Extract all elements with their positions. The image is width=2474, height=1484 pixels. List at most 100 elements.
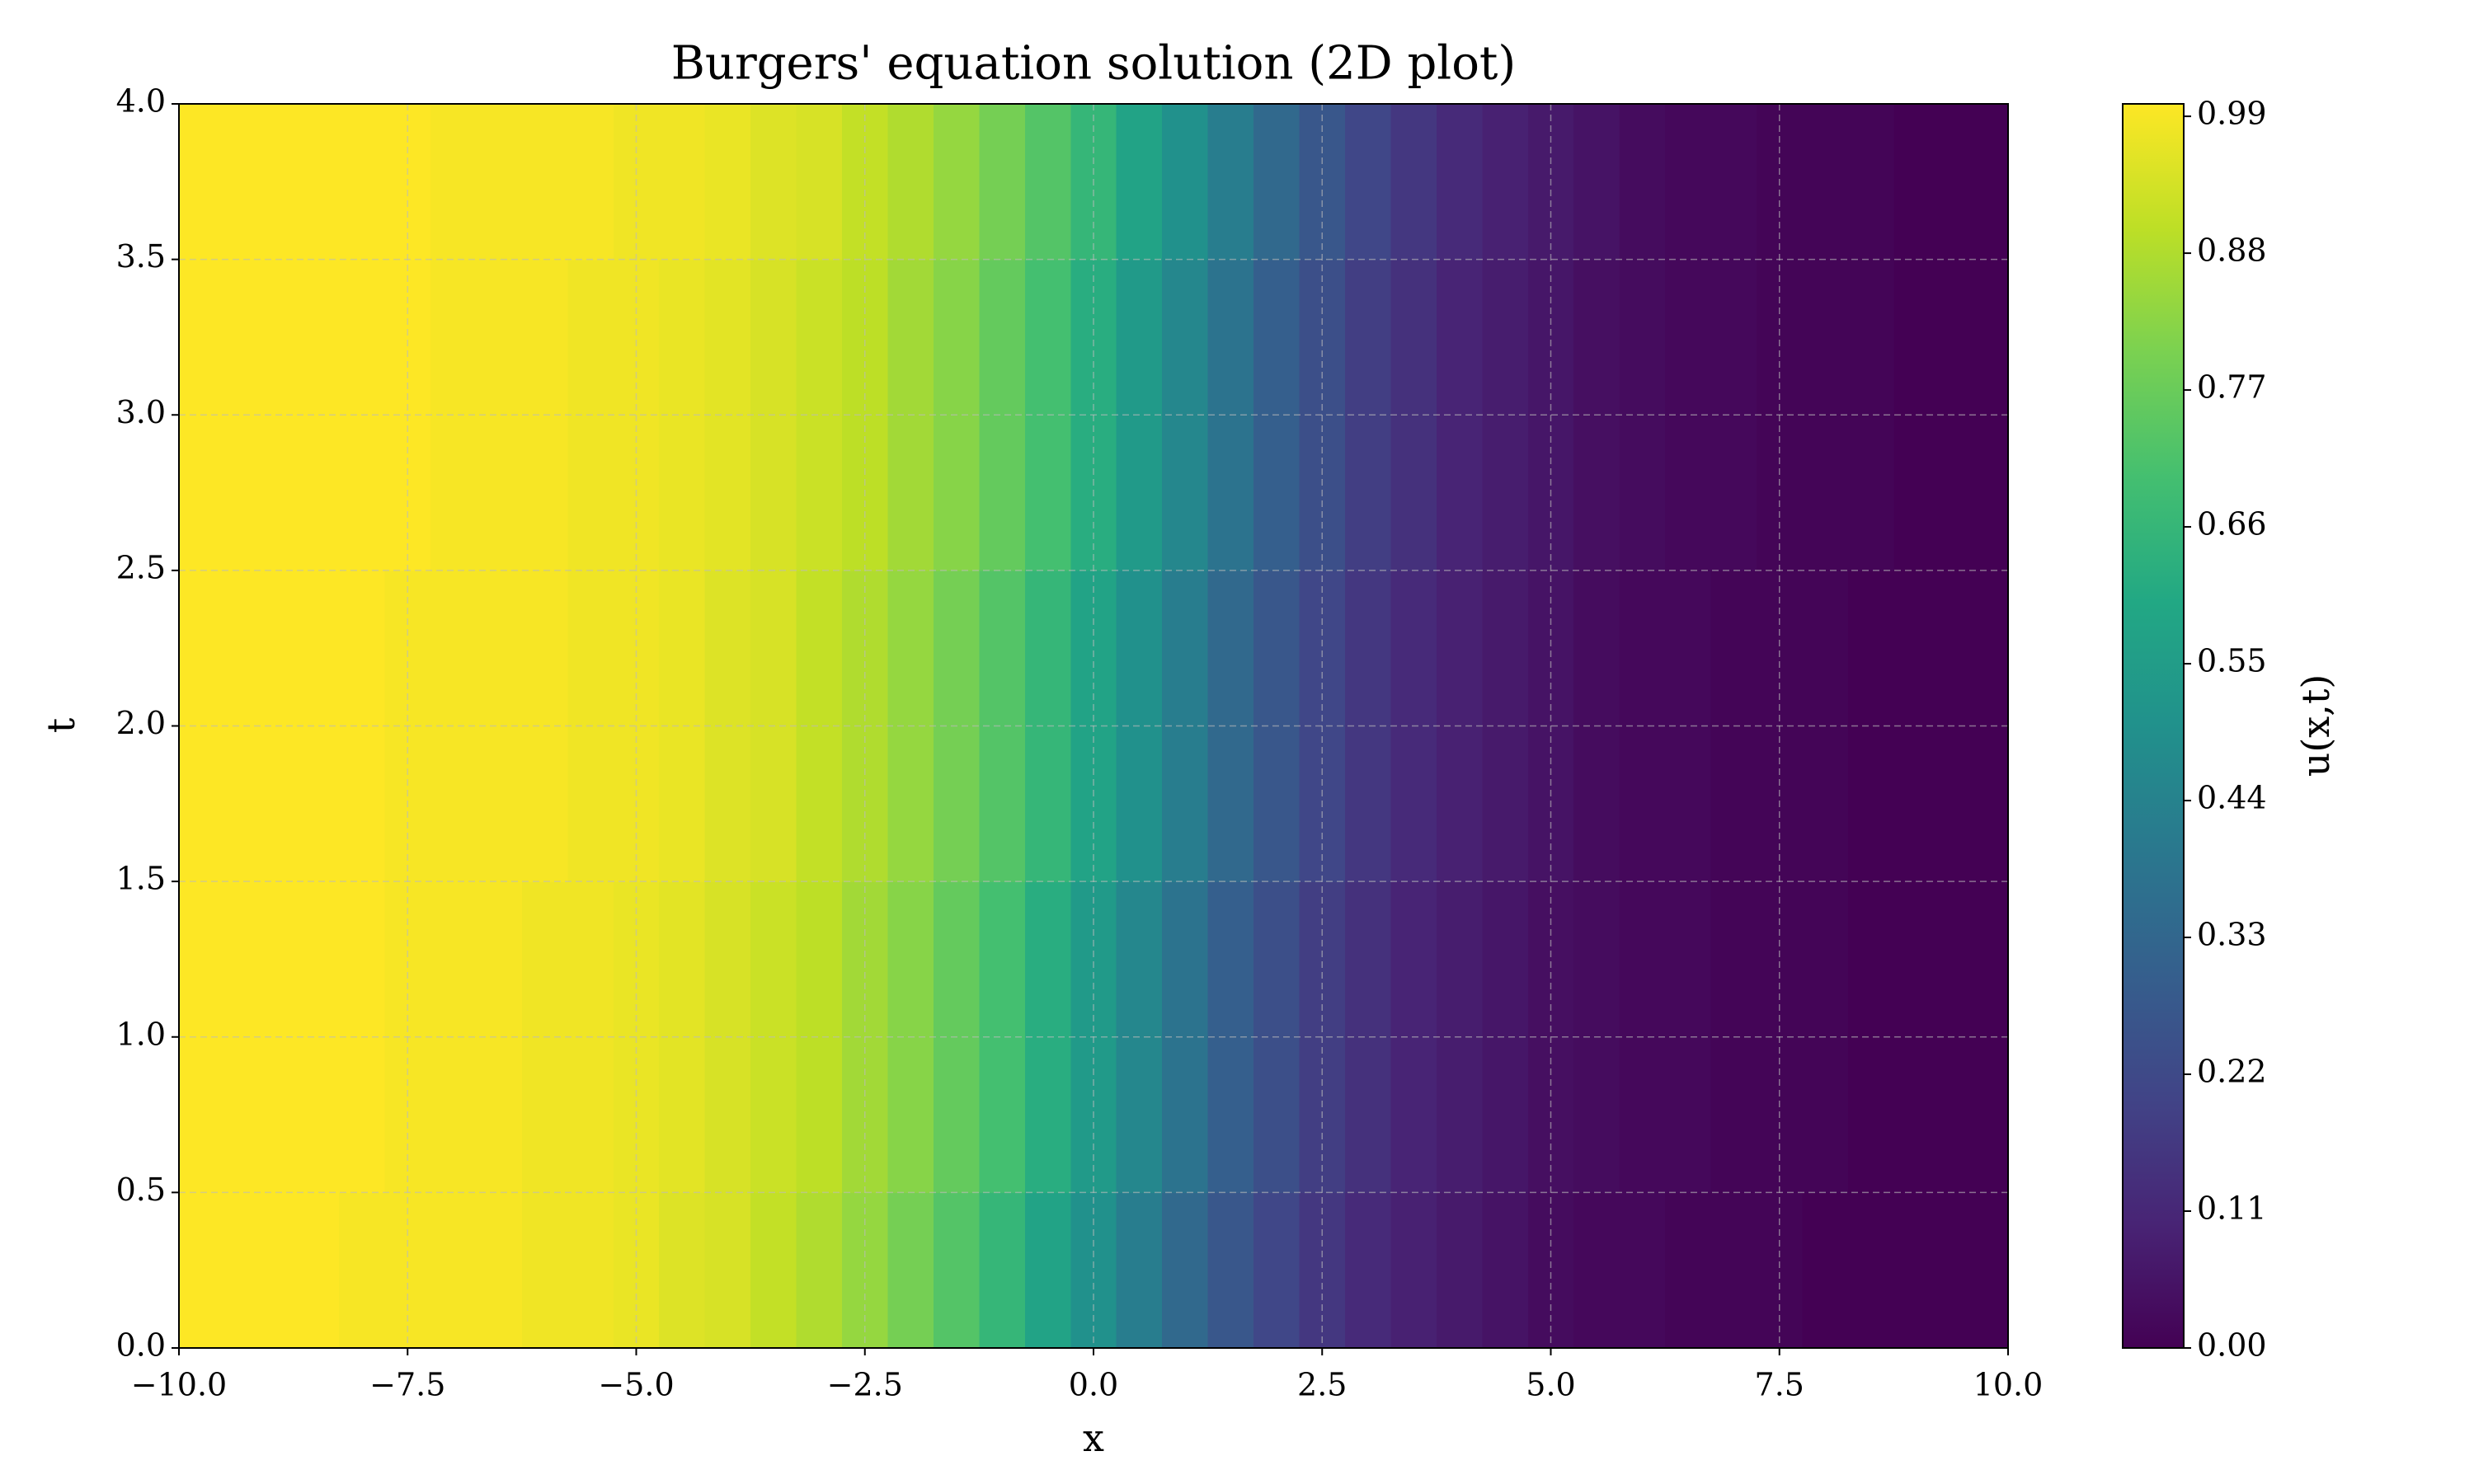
heatmap-cell [659, 1192, 706, 1349]
heatmap-cell [1207, 104, 1254, 261]
x-tick-label: 7.5 [1755, 1367, 1804, 1403]
colorbar-tick-label: 0.77 [2197, 369, 2267, 406]
heatmap-cell [1665, 1192, 1712, 1349]
heatmap-cell [1070, 1192, 1117, 1349]
colorbar-tick-label: 0.22 [2197, 1054, 2267, 1090]
heatmap-cell [430, 104, 477, 261]
heatmap-cell [1985, 104, 2009, 261]
heatmap-cell [979, 1192, 1026, 1349]
heatmap-cell [293, 1192, 340, 1349]
colorbar [2122, 103, 2185, 1349]
colorbar-tick-label: 0.66 [2197, 506, 2267, 542]
heatmap-cell [1024, 104, 1072, 261]
heatmap-cell [179, 1192, 203, 1349]
heatmap-cell [521, 1192, 569, 1349]
colorbar-tick-label: 0.88 [2197, 232, 2267, 269]
heatmap-cell [1299, 1192, 1346, 1349]
heatmap-cell [1802, 1192, 1849, 1349]
heatmap-cell [1710, 104, 1757, 261]
y-tick-label: 3.5 [116, 238, 166, 275]
heatmap-cell [1802, 104, 1849, 261]
heatmap-cell [1573, 104, 1620, 261]
heatmap-cell [293, 104, 340, 261]
heatmap-cell [1162, 1192, 1209, 1349]
heatmap-cell [1436, 1192, 1484, 1349]
heatmap-cell [1116, 1192, 1163, 1349]
heatmap-cell [1710, 1192, 1757, 1349]
heatmap-cell [979, 104, 1026, 261]
heatmap-cell [521, 104, 569, 261]
heatmap-cell [750, 104, 797, 261]
heatmap-cell [1939, 1192, 1987, 1349]
x-tick-label: 5.0 [1526, 1367, 1575, 1403]
heatmap [179, 104, 2009, 1349]
colorbar-tick-label: 0.55 [2197, 643, 2267, 679]
colorbar-tick-label: 0.11 [2197, 1190, 2267, 1227]
plot-frame [178, 103, 2009, 1349]
heatmap-cell [1024, 1192, 1072, 1349]
heatmap-cell [1847, 104, 1895, 261]
y-tick-label: 2.0 [116, 705, 166, 741]
y-tick-label: 1.5 [116, 861, 166, 897]
heatmap-cell [1939, 104, 1987, 261]
heatmap-cell [704, 1192, 751, 1349]
heatmap-cell [247, 1192, 294, 1349]
heatmap-cell [1162, 104, 1209, 261]
heatmap-cell [1573, 1192, 1620, 1349]
heatmap-cell [430, 1192, 477, 1349]
heatmap-cell [1482, 104, 1529, 261]
y-tick-label: 0.5 [116, 1172, 166, 1208]
heatmap-cell [1893, 104, 1940, 261]
y-tick-label: 1.0 [116, 1016, 166, 1052]
heatmap-cell [247, 104, 294, 261]
y-tick-label: 3.0 [116, 394, 166, 430]
heatmap-cell [1893, 1192, 1940, 1349]
heatmap-cell [887, 104, 934, 261]
heatmap-cell [1619, 1192, 1666, 1349]
heatmap-cell [567, 1192, 614, 1349]
heatmap-cell [1985, 1192, 2009, 1349]
heatmap-cell [1344, 1192, 1392, 1349]
heatmap-cell [1665, 104, 1712, 261]
heatmap-cell [933, 104, 981, 261]
y-tick-label: 0.0 [116, 1327, 166, 1364]
heatmap-cell [1116, 104, 1163, 261]
heatmap-cell [1757, 1192, 1804, 1349]
heatmap-cell [339, 104, 386, 261]
heatmap-cell [567, 104, 614, 261]
x-tick-label: −7.5 [369, 1367, 445, 1403]
chart-title: Burgers' equation solution (2D plot) [671, 37, 1517, 91]
heatmap-cell [1527, 1192, 1575, 1349]
heatmap-cell [1207, 1192, 1254, 1349]
heatmap-cell [201, 1192, 248, 1349]
heatmap-cell [201, 104, 248, 261]
colorbar-label: u(x,t) [2293, 674, 2338, 777]
x-tick-label: −10.0 [131, 1367, 227, 1403]
heatmap-cell [887, 1192, 934, 1349]
heatmap-cell [796, 104, 843, 261]
y-tick-label: 2.5 [116, 549, 166, 585]
heatmap-cell [1253, 1192, 1300, 1349]
x-tick-label: 10.0 [1973, 1367, 2044, 1403]
colorbar-tick-label: 0.99 [2197, 96, 2267, 132]
heatmap-cell [933, 1192, 981, 1349]
heatmap-cell [384, 1192, 431, 1349]
heatmap-cell [842, 1192, 889, 1349]
x-axis-label: x [1083, 1416, 1104, 1460]
x-tick-label: −2.5 [827, 1367, 903, 1403]
heatmap-cell [1344, 104, 1392, 261]
heatmap-cell [659, 104, 706, 261]
x-tick-label: −5.0 [598, 1367, 674, 1403]
x-tick-label: 0.0 [1069, 1367, 1118, 1403]
heatmap-cell [796, 1192, 843, 1349]
colorbar-tick-label: 0.00 [2197, 1327, 2267, 1364]
heatmap-cell [1619, 104, 1666, 261]
y-tick-label: 4.0 [116, 83, 166, 120]
y-axis-label: t [39, 717, 83, 733]
heatmap-cell [613, 1192, 661, 1349]
heatmap-cell [476, 1192, 523, 1349]
heatmap-cell [179, 104, 203, 261]
heatmap-cell [1482, 1192, 1529, 1349]
heatmap-cell [476, 104, 523, 261]
